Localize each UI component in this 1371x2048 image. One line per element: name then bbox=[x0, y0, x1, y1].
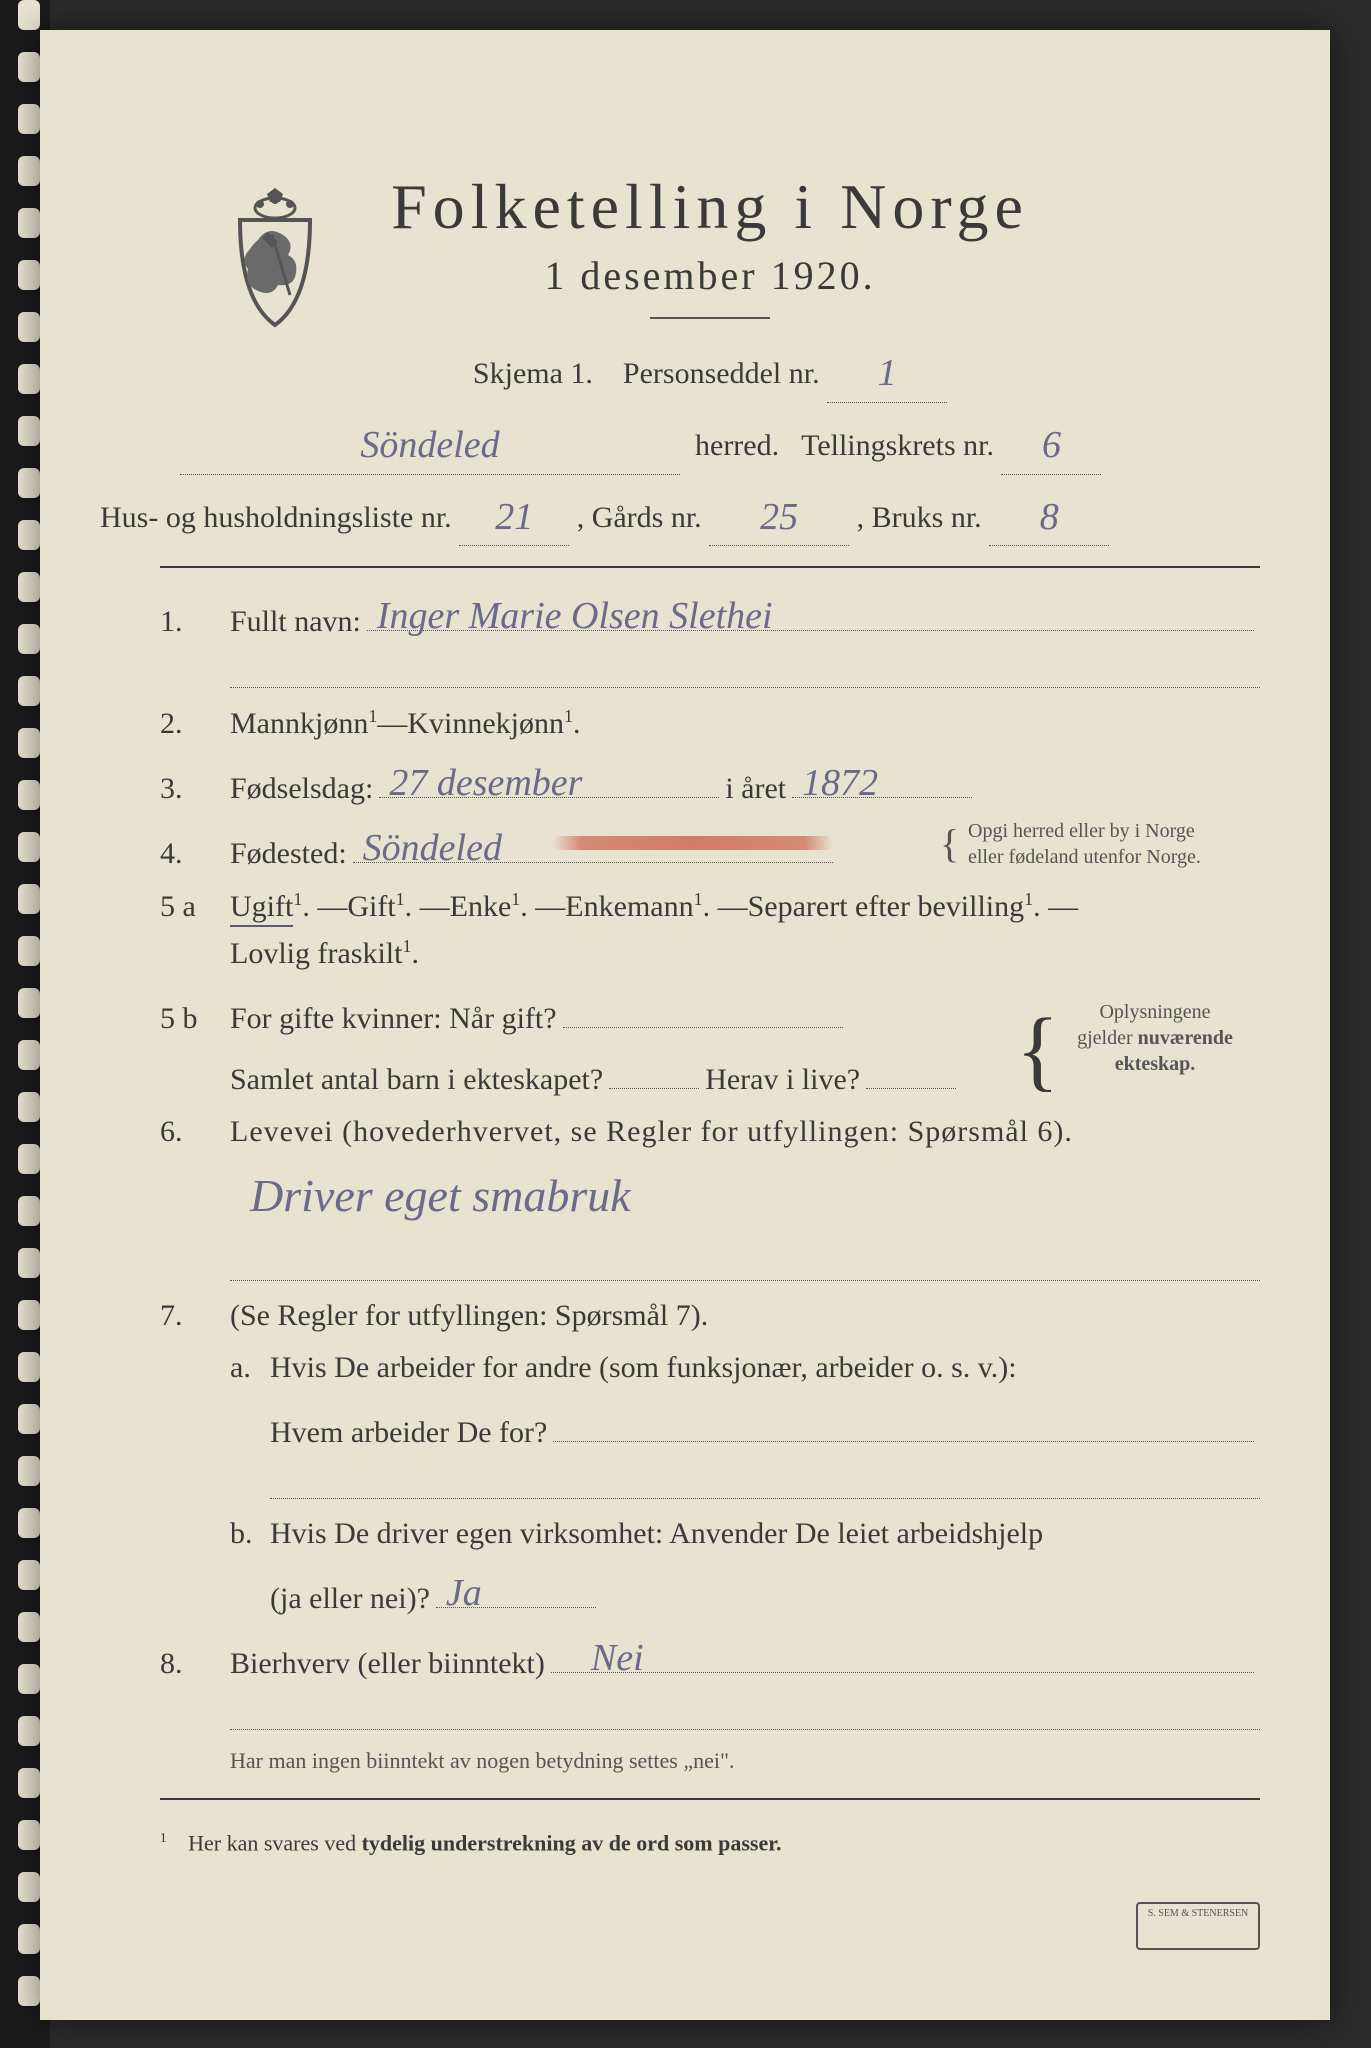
q4-value: Söndeled bbox=[363, 826, 502, 866]
red-pencil-mark bbox=[553, 836, 833, 850]
husliste-line: Hus- og husholdningsliste nr. 21 , Gårds… bbox=[100, 485, 1260, 547]
q7a-row2: Hvem arbeider De for? bbox=[270, 1403, 1260, 1450]
printer-stamp: S. SEM & STENERSEN bbox=[1136, 1902, 1260, 1950]
section-rule-1 bbox=[160, 566, 1260, 568]
q7b-line1: Hvis De driver egen virksomhet: Anvender… bbox=[270, 1517, 1043, 1551]
q5a-gift: Gift1 bbox=[347, 889, 404, 924]
q1-value: Inger Marie Olsen Slethei bbox=[377, 594, 773, 634]
q6-num: 6. bbox=[160, 1115, 230, 1149]
section-rule-2 bbox=[160, 1798, 1260, 1800]
q7b-value: Ja bbox=[446, 1571, 482, 1611]
husliste-value: 21 bbox=[495, 496, 533, 538]
q3-year-value: 1872 bbox=[802, 761, 878, 801]
q7a-line1: Hvis De arbeider for andre (som funksjon… bbox=[270, 1351, 1017, 1385]
q5a-row: 5 a Ugift1 . — Gift1 . — Enke1 . — Enkem… bbox=[160, 889, 1260, 924]
q6-row: 6. Levevei (hovederhvervet, se Regler fo… bbox=[160, 1115, 1260, 1149]
q5b-line2a: Samlet antal barn i ekteskapet? bbox=[230, 1063, 603, 1097]
q8-label: Bierhverv (eller biinntekt) bbox=[230, 1647, 545, 1681]
q5b-line2b: Herav i live? bbox=[705, 1063, 860, 1097]
q1-cont-line bbox=[230, 657, 1260, 688]
bruks-value: 8 bbox=[1040, 496, 1059, 538]
q7-num: 7. bbox=[160, 1299, 230, 1333]
herred-line: Söndeled herred. Tellingskrets nr. 6 bbox=[160, 413, 1260, 475]
q4-row: 4. Fødested: Söndeled { Opgi herred elle… bbox=[160, 824, 1260, 871]
gards-label: , Gårds nr. bbox=[577, 501, 702, 534]
title-rule bbox=[650, 317, 770, 319]
q6-value: Driver eget smabruk bbox=[250, 1170, 631, 1221]
q7a-line2: Hvem arbeider De for? bbox=[270, 1416, 547, 1450]
q5b-num: 5 b bbox=[160, 1002, 230, 1036]
tellingskrets-value: 6 bbox=[1042, 424, 1061, 466]
q3-mid: i året bbox=[725, 772, 786, 806]
form-header: Folketelling i Norge 1 desember 1920. bbox=[160, 170, 1260, 319]
personseddel-label: Personseddel nr. bbox=[623, 357, 820, 390]
q3-num: 3. bbox=[160, 772, 230, 806]
q5a-separert: Separert efter bevilling1 bbox=[748, 889, 1034, 924]
q7a-num: a. bbox=[230, 1351, 270, 1385]
q1-label: Fullt navn: bbox=[230, 605, 361, 639]
schema-line: Skjema 1. Personseddel nr. 1 bbox=[160, 341, 1260, 403]
q7b-num: b. bbox=[230, 1517, 270, 1551]
q7b-line2: (ja eller nei)? bbox=[270, 1582, 430, 1616]
q1-row: 1. Fullt navn: Inger Marie Olsen Slethei bbox=[160, 592, 1260, 639]
q5a-row2: Lovlig fraskilt1. bbox=[230, 936, 1260, 971]
q8-row: 8. Bierhverv (eller biinntekt) Nei bbox=[160, 1634, 1260, 1681]
footnote-marker: 1 bbox=[160, 1830, 167, 1845]
q2-row: 2. Mannkjønn1 — Kvinnekjønn1. bbox=[160, 706, 1260, 741]
q5b-side-note: { Oplysningene gjelder gjelder nuværende… bbox=[1030, 999, 1280, 1077]
q6-value-line: Driver eget smabruk bbox=[250, 1167, 1260, 1220]
q7b-row1: b. Hvis De driver egen virksomhet: Anven… bbox=[230, 1517, 1260, 1551]
q4-num: 4. bbox=[160, 837, 230, 871]
q4-label: Fødested: bbox=[230, 837, 347, 871]
q7b-row2: (ja eller nei)? Ja bbox=[270, 1569, 1260, 1616]
bruks-label: , Bruks nr. bbox=[857, 501, 982, 534]
q6-label: Levevei (hovederhvervet, se Regler for u… bbox=[230, 1115, 1073, 1149]
tellingskrets-label: Tellingskrets nr. bbox=[801, 429, 994, 462]
q8-cont-line bbox=[230, 1699, 1260, 1730]
herred-value: Söndeled bbox=[360, 424, 499, 466]
q6-cont-line bbox=[230, 1250, 1260, 1281]
q7-row: 7. (Se Regler for utfyllingen: Spørsmål … bbox=[160, 1299, 1260, 1333]
footnote-row: 1 Her kan svares ved tydelig understrekn… bbox=[160, 1830, 1260, 1856]
q2-dash: — bbox=[377, 707, 407, 741]
film-perforations bbox=[18, 0, 40, 2048]
q5b-row1: 5 b For gifte kvinner: Når gift? { Oplys… bbox=[160, 989, 1260, 1036]
q5a-ugift: Ugift1 bbox=[230, 889, 302, 924]
q2-mannkjonn: Mannkjønn1 bbox=[230, 706, 377, 741]
q5a-enke: Enke1 bbox=[450, 889, 521, 924]
q5b-line1: For gifte kvinner: Når gift? bbox=[230, 1002, 557, 1036]
q2-num: 2. bbox=[160, 707, 230, 741]
q5a-enkemann: Enkemann1 bbox=[565, 889, 702, 924]
form-content: Folketelling i Norge 1 desember 1920. Sk… bbox=[160, 150, 1260, 1857]
q7a-cont-line bbox=[270, 1468, 1260, 1499]
q7-header: (Se Regler for utfyllingen: Spørsmål 7). bbox=[230, 1299, 708, 1333]
q5a-num: 5 a bbox=[160, 890, 230, 924]
husliste-label: Hus- og husholdningsliste nr. bbox=[100, 501, 452, 534]
q3-row: 3. Fødselsdag: 27 desember i året 1872 bbox=[160, 759, 1260, 806]
gards-value: 25 bbox=[760, 496, 798, 538]
q7a-row1: a. Hvis De arbeider for andre (som funks… bbox=[230, 1351, 1260, 1385]
q8-value: Nei bbox=[591, 1636, 644, 1676]
herred-label: herred. bbox=[695, 429, 779, 462]
q2-kvinnekjonn: Kvinnekjønn1. bbox=[407, 706, 580, 741]
paper-sheet: Folketelling i Norge 1 desember 1920. Sk… bbox=[40, 30, 1330, 2020]
page: Folketelling i Norge 1 desember 1920. Sk… bbox=[0, 0, 1371, 2048]
q1-num: 1. bbox=[160, 605, 230, 639]
q3-label: Fødselsdag: bbox=[230, 772, 373, 806]
schema-label: Skjema 1. bbox=[473, 357, 593, 390]
q8-num: 8. bbox=[160, 1647, 230, 1681]
q8-note: Har man ingen biinntekt av nogen betydni… bbox=[230, 1748, 1260, 1774]
personseddel-value: 1 bbox=[878, 352, 897, 394]
q3-day-value: 27 desember bbox=[389, 761, 582, 801]
coat-of-arms-icon bbox=[220, 180, 330, 330]
q5a-fraskilt: Lovlig fraskilt1. bbox=[230, 936, 419, 971]
q4-side-note: { Opgi herred eller by i Norge eller fød… bbox=[940, 818, 1270, 870]
